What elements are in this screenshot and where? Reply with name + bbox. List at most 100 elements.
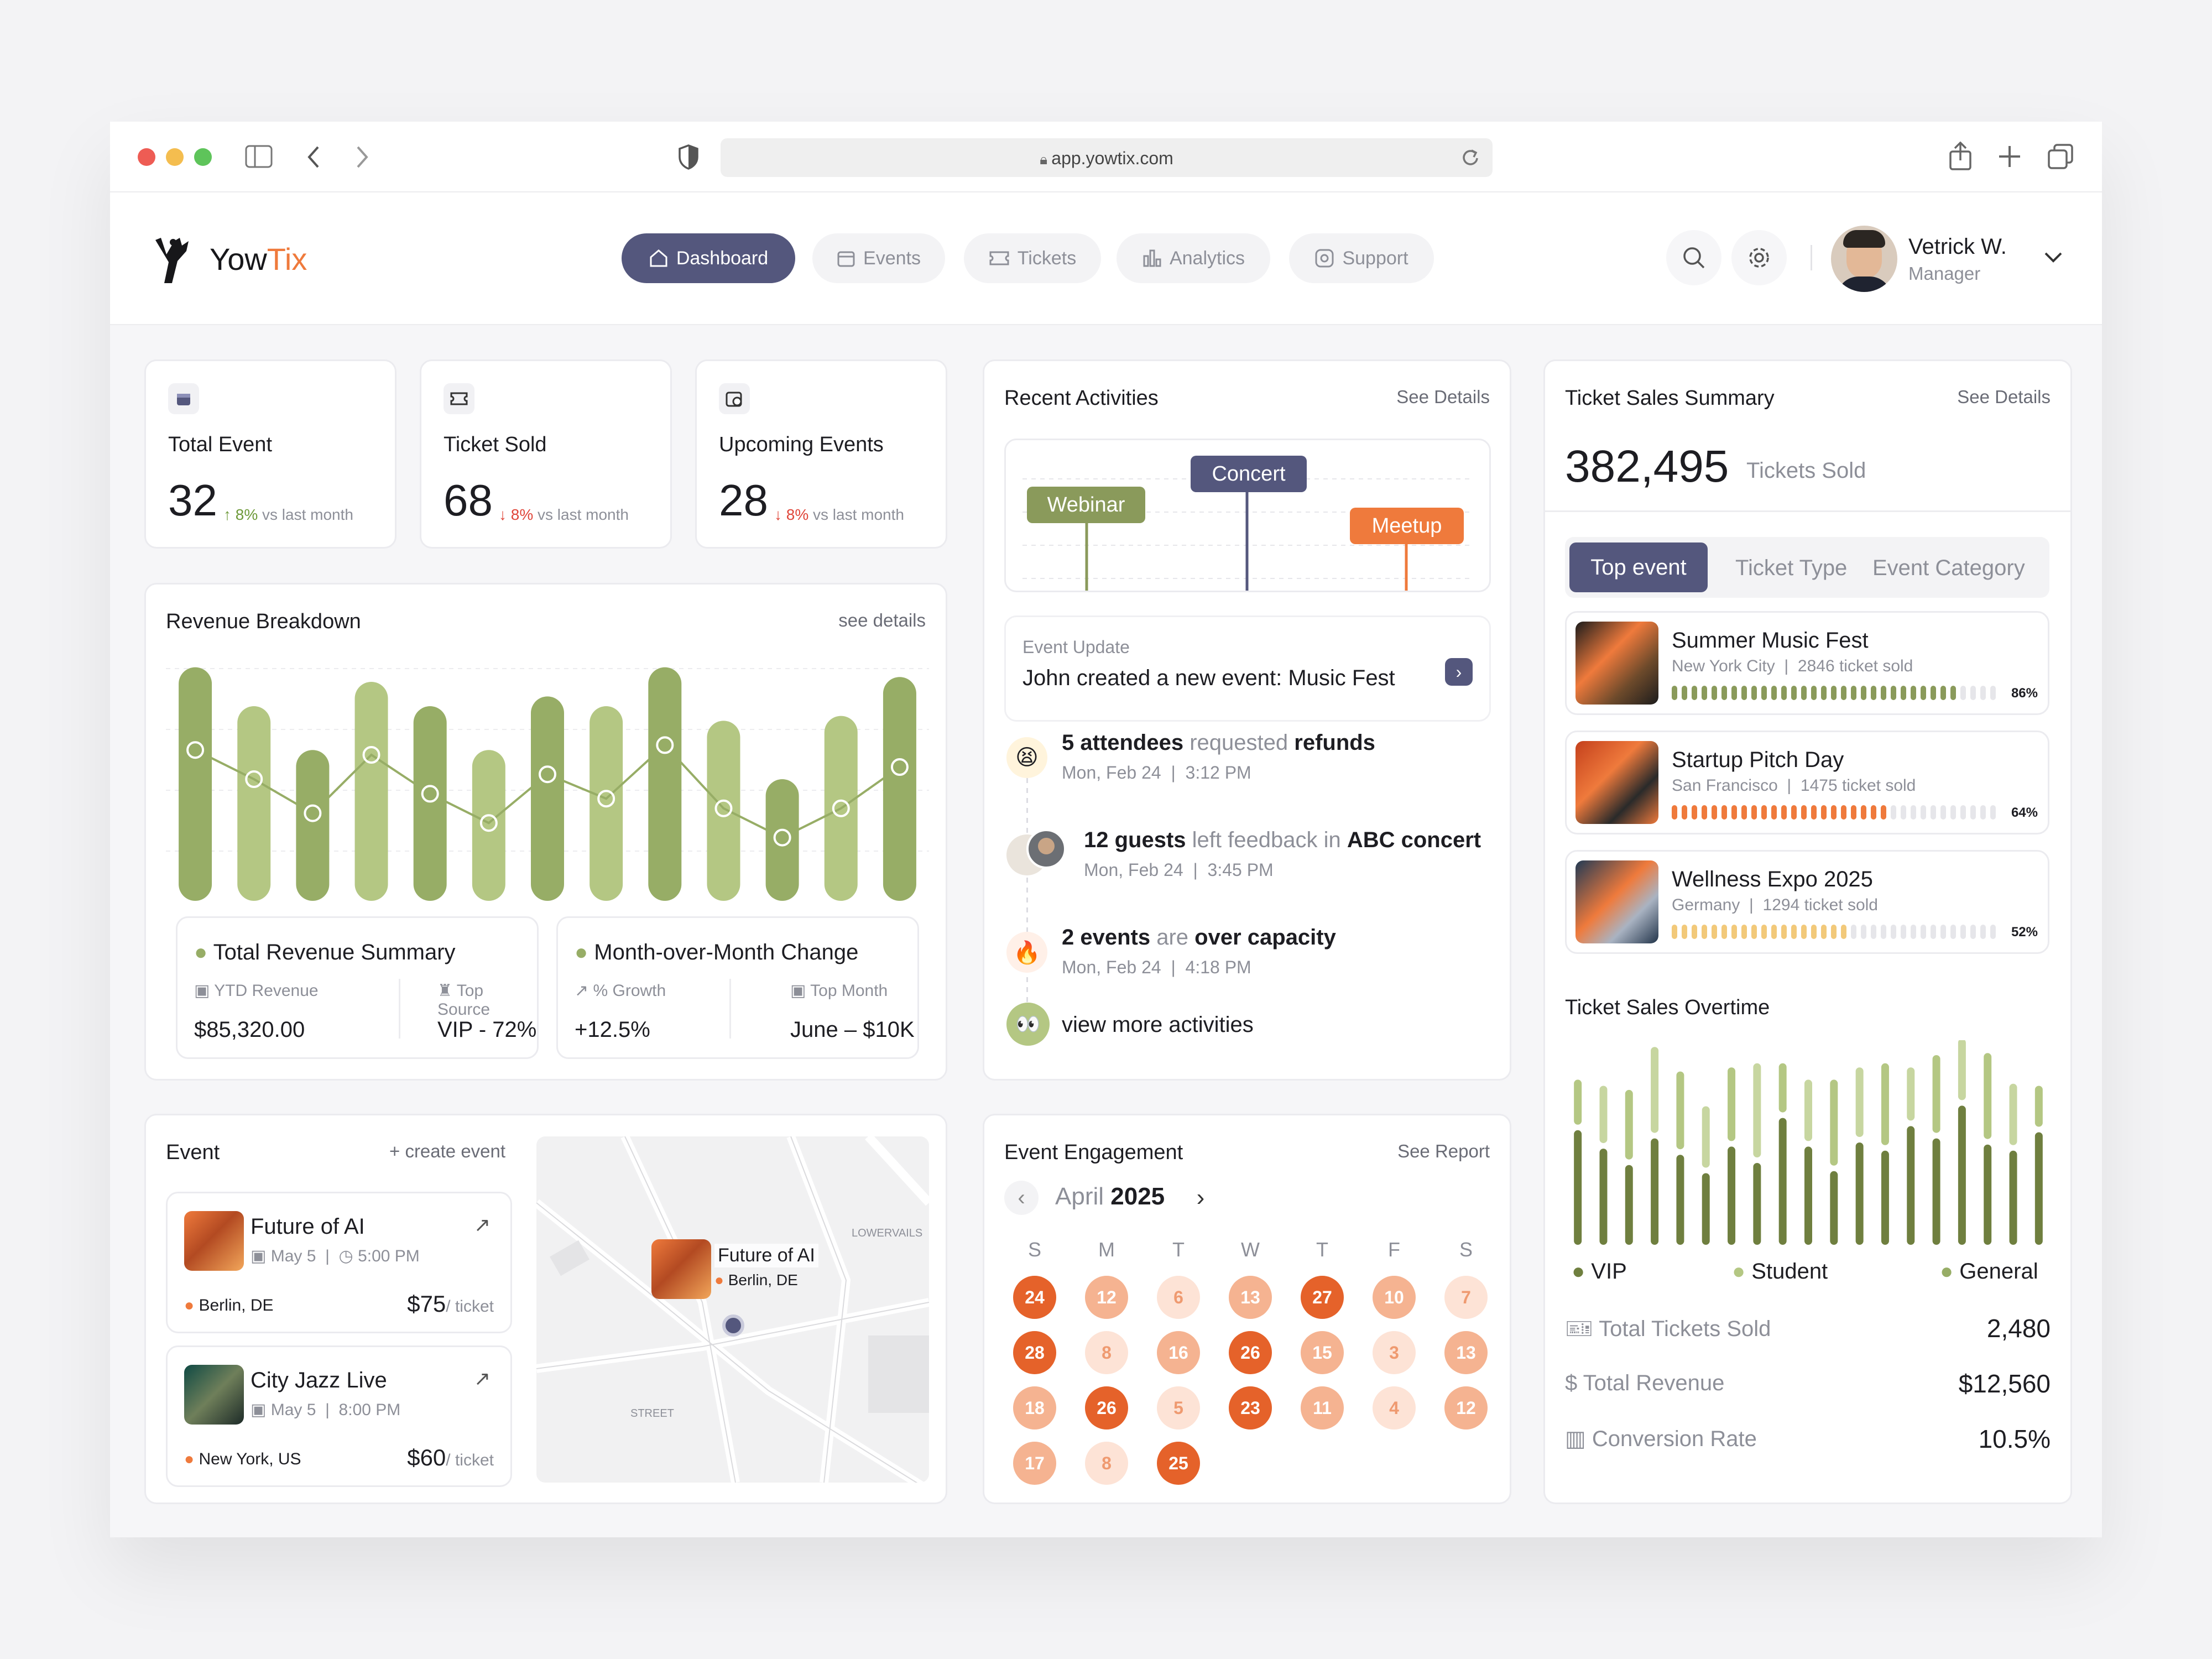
progress-segment: [1970, 805, 1976, 820]
tag-meetup[interactable]: Meetup: [1350, 508, 1464, 544]
tab-top-event[interactable]: Top event: [1569, 542, 1708, 592]
new-tab-icon[interactable]: [1998, 145, 2021, 168]
calendar-day[interactable]: 7: [1444, 1276, 1488, 1319]
calendar-day[interactable]: 25: [1157, 1442, 1200, 1485]
external-link-icon[interactable]: ↗: [473, 1367, 491, 1390]
progress-segment: [1741, 686, 1747, 700]
settings-button[interactable]: [1731, 230, 1787, 285]
calendar-day[interactable]: 8: [1085, 1442, 1128, 1485]
reload-icon[interactable]: [1460, 147, 1480, 168]
see-details-link[interactable]: see details: [838, 610, 926, 630]
top-month-label: Top Month: [810, 982, 888, 1000]
chevron-left-icon[interactable]: ‹: [1004, 1181, 1039, 1215]
tab-event-category[interactable]: Event Category: [1872, 556, 2025, 580]
calendar-day[interactable]: 12: [1085, 1276, 1128, 1319]
calendar-day[interactable]: 23: [1229, 1386, 1272, 1430]
stat-title: Ticket Sold: [444, 433, 547, 456]
see-details-link[interactable]: See Details: [1396, 387, 1490, 407]
tab-ticket-type[interactable]: Ticket Type: [1735, 556, 1848, 580]
calendar-day[interactable]: 18: [1013, 1386, 1056, 1430]
metric-label: Conversion Rate: [1592, 1427, 1757, 1451]
calendar-day[interactable]: 24: [1013, 1276, 1056, 1319]
activity-bold-2: over capacity: [1194, 925, 1336, 950]
calendar-day[interactable]: 27: [1301, 1276, 1344, 1319]
progress-segment: [1731, 686, 1737, 700]
progress-segment: [1940, 686, 1946, 700]
nav-analytics[interactable]: Analytics: [1117, 233, 1270, 283]
nav-support[interactable]: Support: [1289, 233, 1434, 283]
progress-segment: [1851, 686, 1856, 700]
maximize-window-button[interactable]: [194, 148, 212, 166]
event-map[interactable]: LOWERVAILS STREET Future of AI ● Berlin,…: [536, 1136, 929, 1483]
progress-segment: [1682, 686, 1687, 700]
overtime-bar-student: [2034, 1086, 2043, 1127]
calendar-day[interactable]: 8: [1085, 1331, 1128, 1374]
calendar-day[interactable]: 13: [1229, 1276, 1272, 1319]
overtime-bar-student: [1728, 1067, 1736, 1141]
progress-segment: [1761, 925, 1767, 939]
avatar[interactable]: [1831, 226, 1897, 292]
event-item[interactable]: City Jazz Live ▣ May 5 | 8:00 PM ↗ ● New…: [166, 1345, 512, 1487]
top-event-item[interactable]: Summer Music Fest New York City | 2846 t…: [1565, 611, 2049, 715]
event-update[interactable]: Event Update John created a new event: M…: [1004, 615, 1491, 722]
view-more-activities-link[interactable]: view more activities: [1062, 1013, 1254, 1037]
search-button[interactable]: [1666, 230, 1721, 285]
progress-segment: [1921, 805, 1926, 820]
see-report-link[interactable]: See Report: [1397, 1141, 1490, 1161]
clock-icon: ◷: [338, 1247, 353, 1265]
calendar-day[interactable]: 3: [1373, 1331, 1416, 1374]
revenue-point: [479, 814, 498, 832]
chevron-down-icon[interactable]: [2043, 251, 2063, 264]
calendar-day[interactable]: 26: [1229, 1331, 1272, 1374]
calendar-day[interactable]: 13: [1444, 1331, 1488, 1374]
overtime-bar-vip: [1599, 1149, 1608, 1245]
create-event-link[interactable]: + create event: [389, 1141, 506, 1161]
address-bar[interactable]: 🔒︎ app.yowtix.com: [721, 138, 1493, 177]
calendar-day[interactable]: 26: [1085, 1386, 1128, 1430]
event-engagement-card: Event Engagement See Report ‹ April 2025…: [983, 1114, 1511, 1504]
revenue-point: [656, 736, 674, 754]
calendar-day[interactable]: 4: [1373, 1386, 1416, 1430]
map-pin-icon[interactable]: [722, 1314, 744, 1337]
nav-tickets-label: Tickets: [1017, 247, 1077, 269]
progress-segment: [1980, 686, 1986, 700]
calendar-day[interactable]: 12: [1444, 1386, 1488, 1430]
calendar-day[interactable]: 17: [1013, 1442, 1056, 1485]
event-time: 5:00 PM: [358, 1247, 420, 1265]
tag-concert[interactable]: Concert: [1191, 456, 1307, 492]
location-pin-icon: ●: [184, 1450, 195, 1468]
calendar-day[interactable]: 16: [1157, 1331, 1200, 1374]
nav-events[interactable]: Events: [812, 233, 945, 283]
share-icon[interactable]: [1948, 142, 1973, 171]
forward-icon[interactable]: [353, 145, 370, 169]
nav-dashboard[interactable]: Dashboard: [622, 233, 795, 283]
calendar-day[interactable]: 15: [1301, 1331, 1344, 1374]
progress-segment: [1721, 686, 1727, 700]
close-window-button[interactable]: [138, 148, 155, 166]
calendar-day[interactable]: 11: [1301, 1386, 1344, 1430]
calendar-day[interactable]: 28: [1013, 1331, 1056, 1374]
overtime-bar-vip: [1881, 1150, 1889, 1245]
event-item[interactable]: Future of AI ▣ May 5 | ◷ 5:00 PM ↗ ● Ber…: [166, 1192, 512, 1333]
back-icon[interactable]: [306, 145, 322, 169]
nav-tickets[interactable]: Tickets: [964, 233, 1101, 283]
sidebar-toggle-icon[interactable]: [245, 145, 273, 168]
tag-webinar[interactable]: Webinar: [1027, 487, 1145, 523]
calendar-day[interactable]: 6: [1157, 1276, 1200, 1319]
shield-icon[interactable]: [677, 144, 700, 170]
top-event-item[interactable]: Wellness Expo 2025 Germany | 1294 ticket…: [1565, 850, 2049, 954]
browser-window: 🔒︎ app.yowtix.com YowTix Dashboard Event…: [110, 122, 2102, 1537]
calendar-day[interactable]: 10: [1373, 1276, 1416, 1319]
chevron-right-icon[interactable]: ›: [1445, 658, 1473, 686]
calendar-day[interactable]: 5: [1157, 1386, 1200, 1430]
tabs-overview-icon[interactable]: [2048, 144, 2074, 170]
map-streets: [536, 1136, 929, 1483]
progress-segment: [1970, 925, 1976, 939]
external-link-icon[interactable]: ↗: [473, 1213, 491, 1236]
chevron-right-icon[interactable]: ›: [1196, 1184, 1205, 1211]
see-details-link[interactable]: See Details: [1957, 387, 2051, 407]
activity-time: 3:45 PM: [1207, 860, 1274, 880]
event-thumbnail: [184, 1211, 244, 1271]
top-event-item[interactable]: Startup Pitch Day San Francisco | 1475 t…: [1565, 731, 2049, 834]
minimize-window-button[interactable]: [166, 148, 184, 166]
